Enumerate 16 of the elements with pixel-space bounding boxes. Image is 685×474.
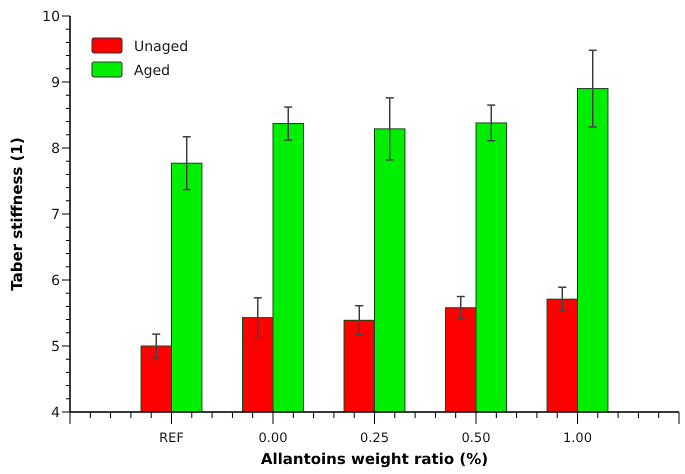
y-tick-label: 4 bbox=[51, 404, 60, 421]
y-tick-label: 5 bbox=[51, 338, 60, 355]
x-tick-label: 0.25 bbox=[360, 431, 389, 446]
y-tick-label: 6 bbox=[51, 272, 60, 289]
x-tick-label: 0.00 bbox=[258, 431, 288, 446]
y-tick-label: 9 bbox=[51, 74, 60, 91]
x-axis-title: Allantoins weight ratio (%) bbox=[260, 450, 488, 468]
legend-label: Aged bbox=[134, 62, 170, 79]
legend-label: Unaged bbox=[134, 38, 188, 55]
y-tick-label: 10 bbox=[42, 8, 60, 25]
y-tick-label: 7 bbox=[51, 206, 60, 223]
y-axis-title: Taber stiffness (1) bbox=[8, 137, 26, 291]
y-tick-label: 8 bbox=[51, 140, 60, 157]
x-tick-label: 1.00 bbox=[563, 431, 592, 446]
x-tick-label: REF bbox=[159, 431, 184, 446]
x-tick-label: 0.50 bbox=[462, 431, 490, 446]
